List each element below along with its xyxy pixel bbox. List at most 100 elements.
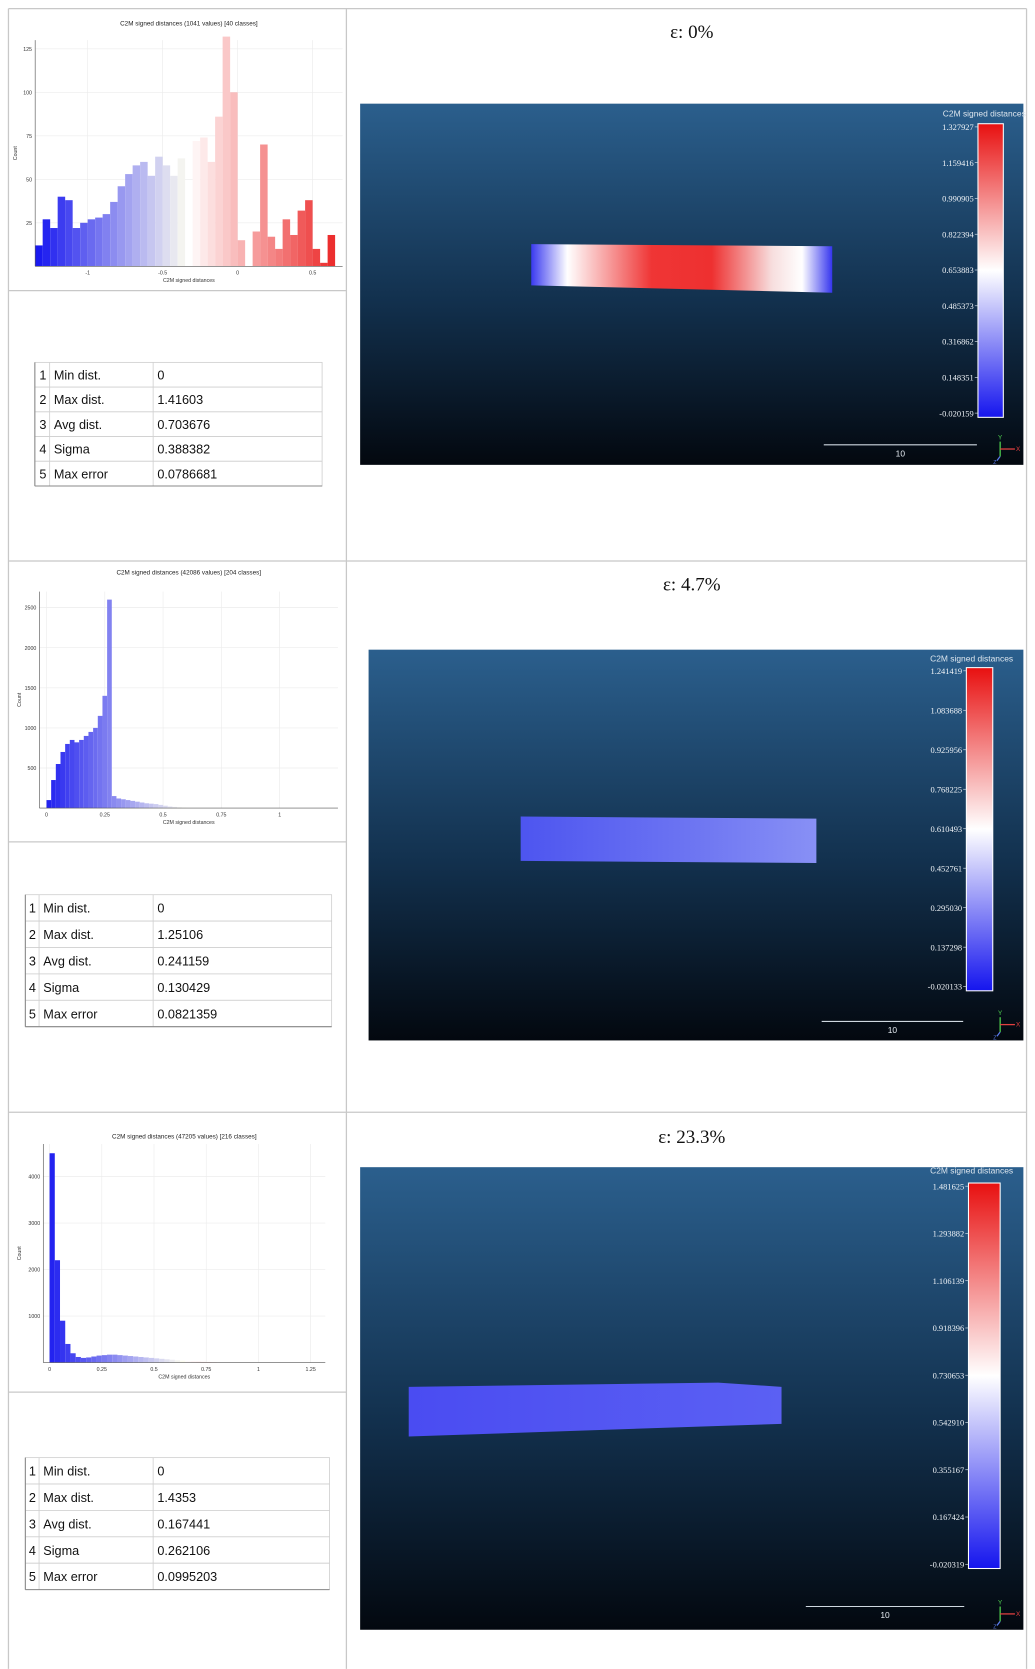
histogram-bar xyxy=(260,144,267,266)
histogram-bar xyxy=(98,716,103,808)
stat-value: 0.241159 xyxy=(157,954,209,968)
row-index: 4 xyxy=(29,1544,36,1558)
histogram-bar xyxy=(170,1360,175,1363)
scale-label: 1.481625 xyxy=(933,1181,965,1191)
histogram-bar xyxy=(230,92,237,266)
histogram-bar xyxy=(56,764,61,808)
x-axis-label: C2M signed distances xyxy=(163,278,215,284)
color-scale xyxy=(966,668,992,991)
stat-value: 0 xyxy=(157,1465,164,1479)
histogram-bar xyxy=(80,223,87,267)
scale-label: 1.241419 xyxy=(930,666,962,676)
scale-label: -0.020319 xyxy=(930,1559,964,1569)
histogram-bar xyxy=(313,249,320,266)
histogram-bar xyxy=(65,1344,70,1363)
histogram-bar xyxy=(103,214,110,266)
histogram-bar xyxy=(58,197,65,267)
histogram-bar xyxy=(107,1355,112,1363)
stat-name: Min dist. xyxy=(43,902,90,916)
stat-name: Max dist. xyxy=(43,928,94,942)
histogram-bar xyxy=(283,219,290,266)
x-tick-label: 0 xyxy=(236,271,239,277)
histogram-bar xyxy=(140,162,147,266)
stat-value: 1.4353 xyxy=(157,1491,196,1505)
histogram-bar xyxy=(133,1357,138,1363)
y-tick-label: 2500 xyxy=(25,606,37,612)
histogram-bar xyxy=(193,141,200,266)
histogram-bar xyxy=(121,799,126,808)
scale-bar-label: 10 xyxy=(888,1025,898,1035)
histogram-bar xyxy=(320,263,327,266)
x-tick-label: -1 xyxy=(85,271,90,277)
histogram-bar xyxy=(117,1355,122,1362)
row-index: 3 xyxy=(29,1517,36,1531)
histogram-bar xyxy=(88,732,93,808)
histogram-bar xyxy=(70,740,75,808)
histogram-bar xyxy=(154,1358,159,1362)
render-view: ε: 4.7%C2M signed distances1.2414191.083… xyxy=(369,575,1024,1042)
histogram-bar xyxy=(163,806,168,808)
scale-label: -0.020133 xyxy=(928,982,962,992)
stat-name: Sigma xyxy=(43,981,80,995)
histogram-bar xyxy=(86,1357,91,1362)
histogram-bar xyxy=(126,800,131,808)
scale-label: 0.610493 xyxy=(930,824,962,834)
histogram-bar xyxy=(128,1356,133,1363)
color-scale xyxy=(978,124,1003,418)
y-tick-label: 500 xyxy=(28,766,37,772)
histogram-bar xyxy=(88,219,95,266)
histogram-bar xyxy=(149,804,154,808)
histogram-title: C2M signed distances (47205 values) [216… xyxy=(112,1134,257,1141)
y-tick-label: 2000 xyxy=(25,646,37,652)
histogram-bar xyxy=(107,600,112,808)
scale-title: C2M signed distances xyxy=(930,653,1013,663)
stat-name: Max dist. xyxy=(54,393,105,407)
histogram-bar xyxy=(253,232,260,267)
histogram: C2M signed distances (1041 values) [40 c… xyxy=(13,21,343,285)
histogram: C2M signed distances (47205 values) [216… xyxy=(17,1134,325,1381)
stat-value: 0.388382 xyxy=(157,443,210,457)
scale-label: 0.730653 xyxy=(933,1370,965,1380)
scale-bar-label: 10 xyxy=(880,1610,890,1620)
y-tick-label: 1000 xyxy=(25,726,37,732)
histogram-bar xyxy=(95,218,102,267)
scale-label: 1.327927 xyxy=(942,122,974,132)
stat-value: 0.262106 xyxy=(157,1544,210,1558)
strain-title: ε: 0% xyxy=(670,22,714,43)
stat-value: 1.41603 xyxy=(157,393,203,407)
histogram-bar xyxy=(43,219,50,266)
histogram-bar xyxy=(116,798,121,808)
scale-label: 0.355167 xyxy=(933,1465,965,1475)
row-index: 1 xyxy=(39,369,46,383)
histogram-bar xyxy=(60,1321,65,1363)
y-tick-label: 125 xyxy=(23,47,32,53)
x-tick-label: 0.5 xyxy=(309,271,316,277)
histogram-bar xyxy=(46,800,51,808)
histogram-bar xyxy=(149,1358,154,1363)
histogram-bar xyxy=(51,780,56,808)
histogram-bar xyxy=(93,728,98,808)
x-tick-label: 0.75 xyxy=(216,813,226,819)
x-tick-label: 0.75 xyxy=(201,1367,211,1373)
y-axis-label: Count xyxy=(17,692,23,707)
scale-bar-label: 10 xyxy=(896,448,906,458)
stat-name: Max error xyxy=(54,467,108,481)
histogram-bar xyxy=(74,742,79,808)
y-tick-label: 2000 xyxy=(28,1268,40,1274)
histogram-bar xyxy=(118,186,125,266)
histogram-bar xyxy=(65,200,72,266)
histogram-bar xyxy=(298,211,305,267)
histogram-bar xyxy=(140,802,145,808)
y-tick-label: 50 xyxy=(26,177,32,183)
stat-value: 0.167441 xyxy=(157,1517,210,1531)
stat-name: Sigma xyxy=(43,1544,80,1558)
stat-value: 0.703676 xyxy=(157,418,210,432)
strain-title: ε: 4.7% xyxy=(663,575,721,596)
x-tick-label: 1.25 xyxy=(306,1367,316,1373)
histogram-bar xyxy=(97,1356,102,1363)
x-tick-label: -0.5 xyxy=(158,271,167,277)
histogram-bar xyxy=(112,1355,117,1363)
histogram-bar xyxy=(185,190,192,267)
histogram-bar xyxy=(215,117,222,267)
histogram-bar xyxy=(138,1357,143,1363)
